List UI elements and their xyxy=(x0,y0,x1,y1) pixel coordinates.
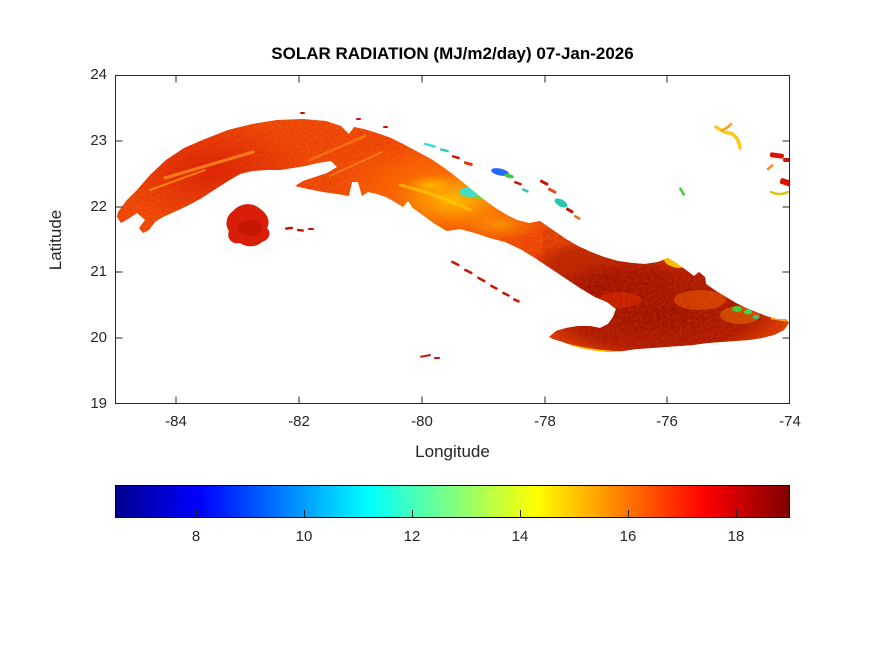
y-tick-label: 22 xyxy=(90,198,107,215)
colorbar-tick xyxy=(628,510,629,517)
colorbar-tick-label: 12 xyxy=(403,528,421,545)
colorbar: 8 10 12 14 16 18 xyxy=(115,485,790,555)
y-tick-label: 19 xyxy=(90,395,107,412)
y-tick-label: 20 xyxy=(90,329,107,346)
x-tick-label: -78 xyxy=(534,413,556,430)
cuba-heatmap xyxy=(115,75,792,404)
colorbar-tick xyxy=(520,510,521,517)
coastal-cays xyxy=(285,112,685,359)
northeast-islets xyxy=(714,122,792,196)
colorbar-tick xyxy=(736,510,737,517)
colorbar-tick xyxy=(304,510,305,517)
y-axis-label: Latitude xyxy=(46,209,65,271)
colorbar-tick-label: 18 xyxy=(727,528,745,545)
x-axis-label: Longitude xyxy=(415,442,490,461)
y-tick-label: 24 xyxy=(90,66,107,83)
cuba-mainland xyxy=(117,119,789,352)
chart-title: SOLAR RADIATION (MJ/m2/day) 07-Jan-2026 xyxy=(271,44,634,63)
colorbar-tick xyxy=(412,510,413,517)
colorbar-tick-label: 14 xyxy=(511,528,529,545)
plot-area xyxy=(115,75,792,404)
isla-de-la-juventud xyxy=(226,204,270,247)
x-tick-label: -82 xyxy=(288,413,310,430)
x-tick-label: -80 xyxy=(411,413,433,430)
y-axis-ticks xyxy=(115,140,790,339)
x-tick-label: -84 xyxy=(165,413,187,430)
colorbar-gradient xyxy=(115,485,790,518)
x-tick-label: -76 xyxy=(656,413,678,430)
x-axis-ticks xyxy=(175,75,790,404)
colorbar-tick xyxy=(196,510,197,517)
colorbar-tick-label: 8 xyxy=(191,528,201,545)
colorbar-tick-label: 16 xyxy=(619,528,637,545)
y-tick-label: 23 xyxy=(90,132,107,149)
axis-box xyxy=(115,75,790,404)
colorbar-tick-label: 10 xyxy=(295,528,313,545)
y-tick-label: 21 xyxy=(90,263,107,280)
x-tick-label: -74 xyxy=(779,413,801,430)
